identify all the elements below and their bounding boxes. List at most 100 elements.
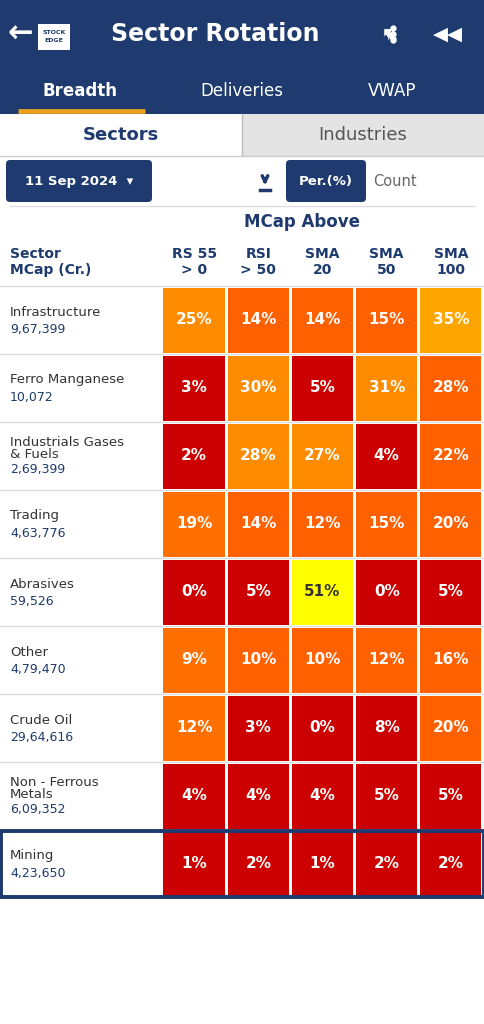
Text: Sectors: Sectors [83, 126, 159, 144]
Text: 30%: 30% [240, 381, 276, 395]
Text: 10,072: 10,072 [10, 391, 54, 404]
Text: ←: ← [7, 19, 33, 48]
Text: Sector: Sector [10, 247, 61, 261]
Bar [242, 114, 483, 156]
Text: 3%: 3% [181, 381, 207, 395]
Text: > 0: > 0 [181, 263, 207, 278]
Text: 5%: 5% [373, 788, 399, 804]
Bar [355, 559, 416, 625]
Text: 100: 100 [436, 263, 465, 278]
Bar [420, 355, 481, 421]
Bar [0, 354, 484, 422]
Text: Other: Other [10, 645, 48, 658]
Bar [420, 764, 481, 828]
Bar [1, 831, 483, 897]
Text: > 50: > 50 [240, 263, 276, 278]
Bar [227, 695, 288, 761]
Text: Mining: Mining [10, 850, 54, 862]
Text: Crude Oil: Crude Oil [10, 714, 72, 726]
Text: 51%: 51% [303, 585, 340, 599]
Bar [227, 559, 288, 625]
Text: 59,526: 59,526 [10, 596, 54, 608]
Bar [0, 68, 484, 114]
Bar [163, 695, 224, 761]
Bar [227, 424, 288, 488]
Text: 0%: 0% [373, 585, 399, 599]
Text: Metals: Metals [10, 788, 54, 802]
Text: MCap Above: MCap Above [244, 213, 360, 231]
Text: 2%: 2% [437, 856, 463, 871]
Text: Non - Ferrous: Non - Ferrous [10, 775, 98, 788]
Text: 22%: 22% [432, 449, 469, 464]
Text: ⟨: ⟨ [385, 29, 390, 39]
Text: 29,64,616: 29,64,616 [10, 731, 73, 744]
Text: 12%: 12% [176, 721, 212, 735]
Text: ◀◀: ◀◀ [432, 25, 462, 43]
Text: SMA: SMA [433, 247, 467, 261]
Bar [355, 424, 416, 488]
Text: SMA: SMA [304, 247, 339, 261]
Bar [0, 558, 484, 626]
Bar [163, 288, 224, 352]
Text: 27%: 27% [303, 449, 340, 464]
Bar [163, 559, 224, 625]
Text: 2%: 2% [373, 856, 399, 871]
Bar [0, 286, 484, 354]
Text: 15%: 15% [368, 516, 404, 531]
Text: 8%: 8% [373, 721, 399, 735]
Bar [420, 695, 481, 761]
Bar [420, 492, 481, 556]
Text: 9,67,399: 9,67,399 [10, 324, 65, 337]
Text: 31%: 31% [368, 381, 404, 395]
Text: 5%: 5% [437, 585, 463, 599]
Text: 19%: 19% [176, 516, 212, 531]
Text: 0%: 0% [309, 721, 335, 735]
Text: EDGE: EDGE [45, 39, 63, 43]
Text: Trading: Trading [10, 510, 59, 522]
Text: RSI: RSI [245, 247, 271, 261]
Bar [355, 288, 416, 352]
Bar [291, 559, 352, 625]
Text: 5%: 5% [245, 585, 271, 599]
Text: 9%: 9% [181, 652, 207, 668]
Text: VWAP: VWAP [367, 82, 415, 100]
Bar [420, 831, 481, 896]
Bar [420, 424, 481, 488]
Bar [0, 422, 484, 490]
Text: SMA: SMA [369, 247, 403, 261]
Text: 4%: 4% [245, 788, 271, 804]
Text: Breadth: Breadth [43, 82, 117, 100]
Text: 1%: 1% [181, 856, 207, 871]
Text: 4,63,776: 4,63,776 [10, 527, 65, 541]
Text: 14%: 14% [303, 312, 340, 328]
Text: 4%: 4% [373, 449, 399, 464]
Bar [227, 628, 288, 692]
Text: 2%: 2% [181, 449, 207, 464]
Text: 6,09,352: 6,09,352 [10, 803, 65, 815]
Text: Per.(%): Per.(%) [298, 174, 352, 187]
Text: Deliveries: Deliveries [200, 82, 283, 100]
Text: 20: 20 [312, 263, 332, 278]
Bar [291, 492, 352, 556]
Bar [227, 355, 288, 421]
FancyBboxPatch shape [6, 160, 151, 202]
Text: RS 55: RS 55 [171, 247, 216, 261]
Bar [227, 288, 288, 352]
Text: 4%: 4% [309, 788, 335, 804]
Text: 16%: 16% [432, 652, 468, 668]
Text: 10%: 10% [303, 652, 340, 668]
Text: 3%: 3% [245, 721, 271, 735]
Text: 2,69,399: 2,69,399 [10, 463, 65, 475]
Bar [0, 626, 484, 694]
Bar [355, 764, 416, 828]
Text: 0%: 0% [181, 585, 207, 599]
Bar [355, 831, 416, 896]
Text: 28%: 28% [432, 381, 468, 395]
Text: 4,23,650: 4,23,650 [10, 867, 65, 881]
Bar [0, 0, 484, 68]
Text: 5%: 5% [437, 788, 463, 804]
Text: 14%: 14% [240, 312, 276, 328]
Bar [0, 830, 484, 898]
Bar [0, 156, 484, 206]
Text: MCap (Cr.): MCap (Cr.) [10, 263, 91, 278]
